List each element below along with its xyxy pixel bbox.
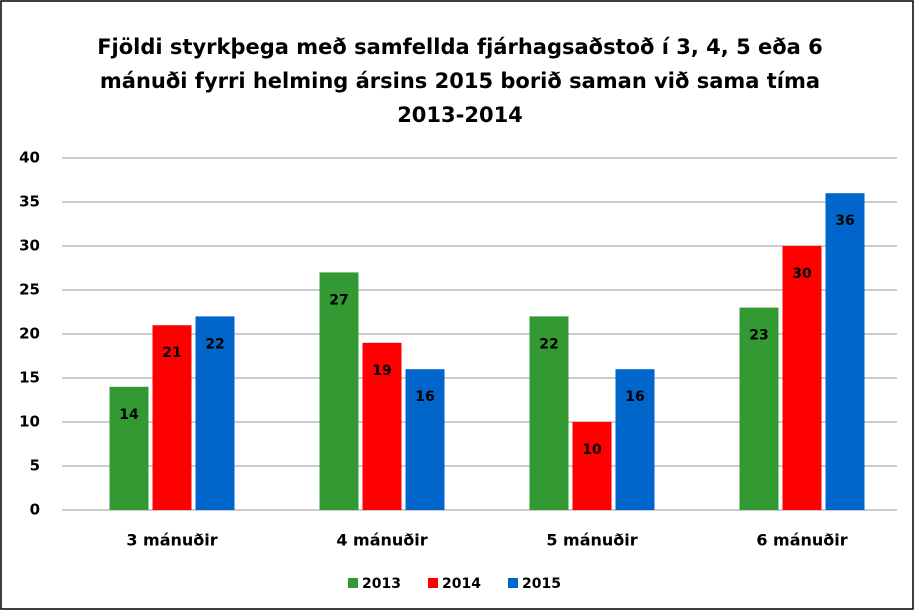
bar xyxy=(615,369,655,510)
value-label: 22 xyxy=(205,336,224,352)
chart-title: 2013-2014 xyxy=(397,103,523,127)
bar xyxy=(109,386,149,510)
value-label: 19 xyxy=(372,363,391,379)
value-label: 30 xyxy=(792,266,812,282)
bar xyxy=(405,369,445,510)
value-label: 22 xyxy=(539,336,558,352)
chart-title: mánuði fyrri helming ársins 2015 borið s… xyxy=(100,69,820,93)
bar xyxy=(362,342,402,510)
legend-label: 2013 xyxy=(362,576,401,592)
y-tick-label: 40 xyxy=(19,149,40,167)
legend-label: 2014 xyxy=(442,576,481,592)
y-tick-label: 25 xyxy=(19,281,40,299)
bar xyxy=(825,193,865,510)
bar xyxy=(572,422,612,510)
chart-title: Fjöldi styrkþega með samfellda fjárhagsa… xyxy=(97,35,823,59)
y-tick-label: 10 xyxy=(19,413,40,431)
legend-label: 2015 xyxy=(522,576,561,592)
x-tick-label: 6 mánuðir xyxy=(756,531,847,550)
x-tick-label: 5 mánuðir xyxy=(546,531,637,550)
value-label: 36 xyxy=(835,213,854,229)
bar xyxy=(319,272,359,510)
y-tick-label: 35 xyxy=(19,193,40,211)
value-label: 14 xyxy=(119,407,139,423)
y-tick-label: 5 xyxy=(30,457,40,475)
x-tick-label: 4 mánuðir xyxy=(336,531,427,550)
value-label: 16 xyxy=(415,389,434,405)
legend-swatch xyxy=(348,578,358,588)
bar xyxy=(782,246,822,510)
bar xyxy=(739,307,779,510)
legend-swatch xyxy=(428,578,438,588)
value-label: 10 xyxy=(582,442,602,458)
value-label: 27 xyxy=(329,292,348,308)
bar xyxy=(152,325,192,510)
y-tick-label: 20 xyxy=(19,325,40,343)
x-tick-label: 3 mánuðir xyxy=(126,531,217,550)
value-label: 16 xyxy=(625,389,644,405)
bar xyxy=(529,316,569,510)
y-tick-label: 15 xyxy=(19,369,40,387)
legend-swatch xyxy=(508,578,518,588)
y-tick-label: 30 xyxy=(19,237,40,255)
value-label: 23 xyxy=(749,328,768,344)
value-label: 21 xyxy=(162,345,181,361)
y-tick-label: 0 xyxy=(30,501,40,519)
bar xyxy=(195,316,235,510)
